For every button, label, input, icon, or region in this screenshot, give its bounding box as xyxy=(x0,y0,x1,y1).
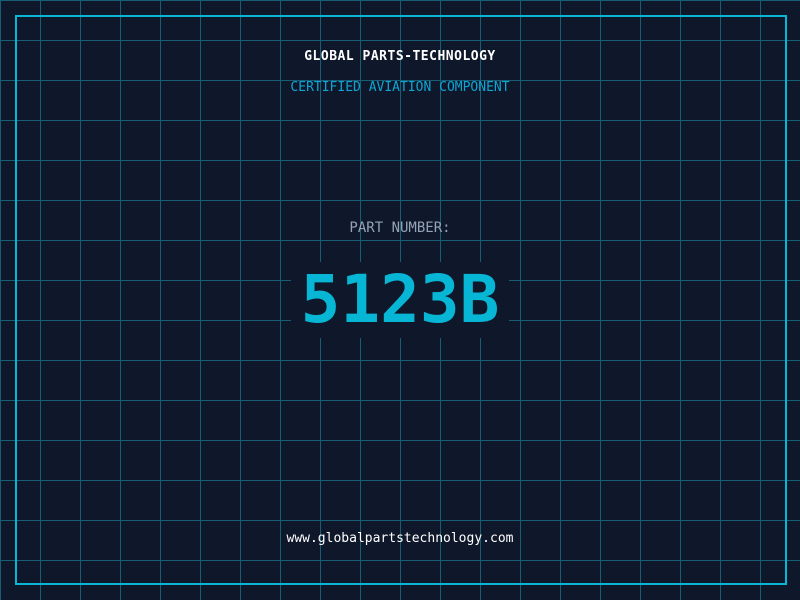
part-number-label: PART NUMBER: xyxy=(349,220,451,236)
part-number: 5123B xyxy=(290,262,510,338)
website-url: www.globalpartstechnology.com xyxy=(286,531,514,546)
subtitle: CERTIFIED AVIATION COMPONENT xyxy=(290,80,510,95)
company-title: GLOBAL PARTS-TECHNOLOGY xyxy=(304,49,496,64)
border-frame xyxy=(15,15,787,585)
